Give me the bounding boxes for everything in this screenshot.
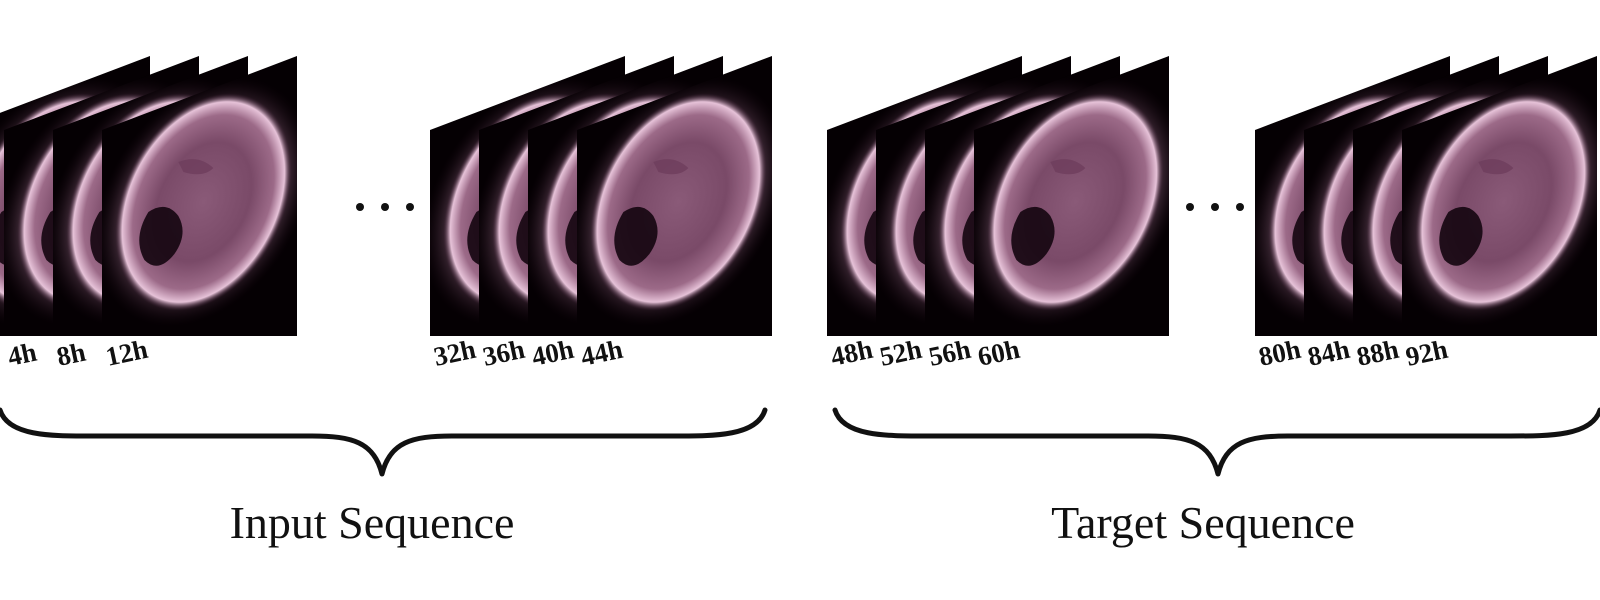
solar-frame-12h xyxy=(102,56,297,336)
active-region xyxy=(178,159,214,175)
ellipsis xyxy=(1186,203,1244,211)
coronal-hole xyxy=(1439,206,1483,266)
ellipsis-dot xyxy=(381,203,389,211)
solar-frame-44h xyxy=(577,56,772,336)
time-label: 48h xyxy=(828,334,875,372)
active-region xyxy=(1050,159,1086,175)
ellipsis-dot xyxy=(1186,203,1194,211)
ellipsis-dot xyxy=(1236,203,1244,211)
active-region xyxy=(653,159,689,175)
time-label: 36h xyxy=(480,334,527,372)
frame-stack: 80h 84h 88h 92h xyxy=(1255,56,1597,372)
solar-frame-92h xyxy=(1402,56,1597,336)
ellipsis xyxy=(356,203,414,211)
ellipsis-dot xyxy=(1211,203,1219,211)
time-label: 60h xyxy=(975,334,1022,372)
curly-brace xyxy=(0,407,768,477)
coronal-hole xyxy=(139,206,183,266)
ellipsis-dot xyxy=(356,203,364,211)
ellipsis-dot xyxy=(406,203,414,211)
time-label: 4h xyxy=(5,337,39,372)
coronal-hole xyxy=(1011,206,1055,266)
input-sequence-group: 0h4h8h12h32h36h40h44hInput Sequence xyxy=(0,56,772,548)
frame-stack: 48h 52h 56h 60h xyxy=(827,56,1169,372)
coronal-hole xyxy=(614,206,658,266)
time-label: 92h xyxy=(1403,334,1450,372)
sequence-label: Target Sequence xyxy=(1051,497,1355,548)
time-label: 32h xyxy=(431,334,478,372)
solar-frame-60h xyxy=(974,56,1169,336)
curly-brace xyxy=(832,407,1600,477)
time-label: 44h xyxy=(578,334,625,372)
sequence-label: Input Sequence xyxy=(230,497,515,548)
time-label: 8h xyxy=(54,337,88,372)
frame-stack: 0h4h8h12h xyxy=(0,56,297,372)
target-sequence-group: 48h 52h 56h 60h 80h 84h 88h 92h Target Sequence xyxy=(827,56,1600,548)
active-region xyxy=(1478,159,1514,175)
time-label: 52h xyxy=(877,334,924,372)
time-label: 56h xyxy=(926,334,973,372)
frame-stack: 32h 36h 40h 44h xyxy=(430,56,772,372)
time-label: 84h xyxy=(1305,334,1352,372)
time-label: 12h xyxy=(103,334,150,372)
time-label: 40h xyxy=(529,334,576,372)
time-label: 88h xyxy=(1354,334,1401,372)
time-label: 80h xyxy=(1256,334,1303,372)
